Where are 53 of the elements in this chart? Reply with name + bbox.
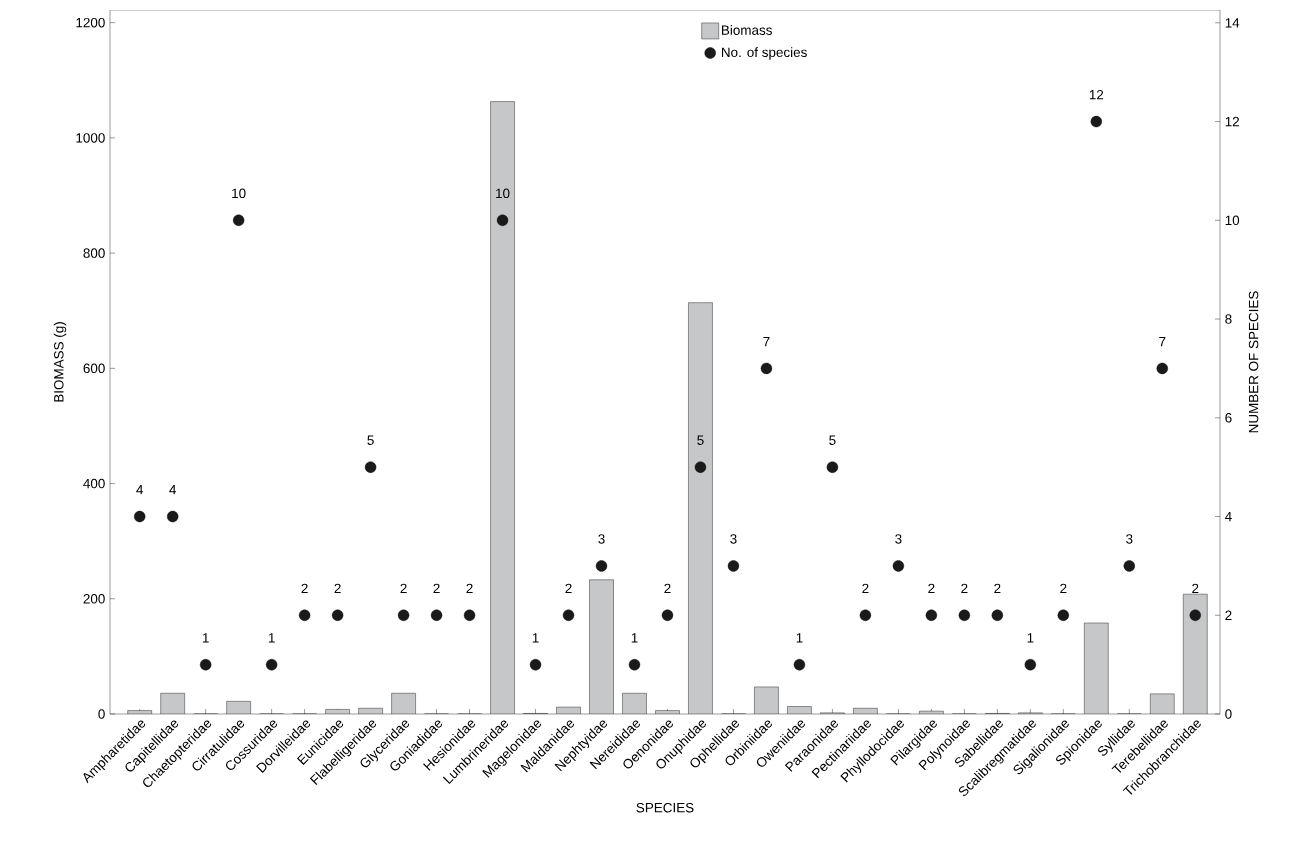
y-axis-title: BIOMASS (g): [53, 322, 67, 402]
data-label: 10: [232, 188, 246, 199]
legend-label: Biomass: [721, 25, 772, 35]
data-label: 4: [136, 485, 144, 495]
y-tick-label: 0: [98, 709, 105, 719]
y-tick-label: 600: [83, 363, 105, 374]
data-label: 2: [466, 583, 473, 594]
data-label: 5: [829, 435, 836, 445]
data-label: 5: [367, 435, 374, 445]
y-tick-label: 200: [83, 594, 105, 604]
data-label: 2: [565, 583, 572, 594]
x-axis-title: SPECIES: [636, 802, 694, 813]
data-label: 1: [1027, 633, 1034, 643]
data-label: 1: [532, 633, 539, 643]
y2-tick-label: 8: [1225, 314, 1232, 324]
y2-tick-label: 4: [1225, 511, 1232, 522]
data-label: 2: [928, 583, 935, 594]
y2-axis-title: NUMBER OF SPECIES: [1248, 291, 1259, 433]
data-label: 2: [664, 583, 671, 594]
data-label: 1: [796, 633, 803, 643]
data-label: 2: [1060, 583, 1067, 594]
data-label: 2: [961, 583, 968, 594]
y2-tick-label: 12: [1225, 116, 1239, 127]
data-label: 3: [730, 534, 737, 544]
y2-tick-label: 10: [1225, 215, 1240, 226]
data-label: 7: [1159, 336, 1166, 347]
y2-tick-label: 14: [1225, 18, 1240, 28]
data-label: 1: [268, 633, 275, 643]
data-label: 2: [994, 583, 1001, 594]
data-label: 5: [697, 435, 704, 445]
data-label: 10: [496, 188, 510, 199]
data-label: 2: [433, 583, 440, 594]
data-label: 7: [763, 336, 770, 347]
data-label: 12: [1089, 89, 1104, 100]
data-label: 2: [334, 583, 341, 594]
y2-tick-label: 2: [1225, 610, 1232, 620]
data-label: 3: [1126, 534, 1133, 544]
y-tick-label: 1200: [76, 17, 105, 28]
y2-tick-label: 6: [1225, 413, 1232, 423]
data-label: 2: [301, 583, 308, 594]
y-tick-label: 400: [83, 478, 105, 489]
data-label: 3: [895, 534, 902, 544]
data-label: 2: [1192, 583, 1199, 594]
data-label: 3: [598, 534, 605, 544]
data-label: 4: [169, 485, 177, 495]
y2-tick-label: 0: [1225, 709, 1232, 719]
data-label: 1: [631, 633, 638, 643]
y-tick-label: 800: [83, 248, 105, 258]
data-label: 2: [400, 583, 407, 594]
legend-label: No. of species: [721, 47, 807, 60]
data-label: 2: [862, 583, 869, 594]
y-tick-label: 1000: [76, 133, 105, 143]
data-label: 1: [202, 633, 209, 643]
